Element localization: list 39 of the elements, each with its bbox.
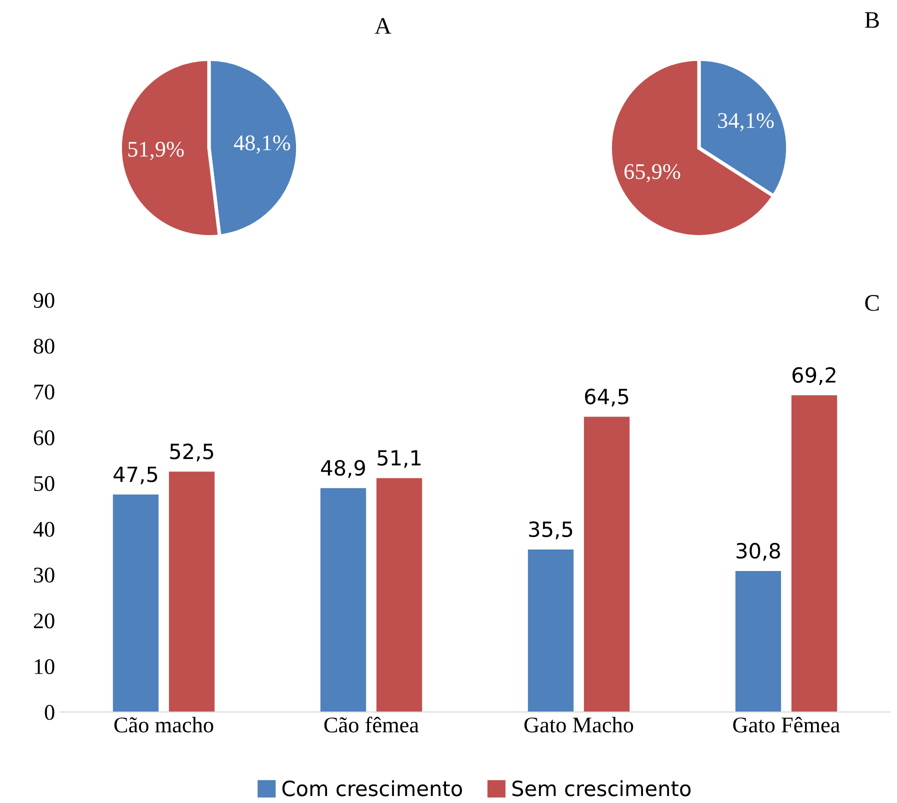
- y-tick-label: 50: [34, 476, 54, 492]
- data-label: 51,1: [378, 450, 421, 468]
- y-tick-label: 90: [34, 292, 54, 308]
- bar: [791, 395, 838, 712]
- x-tick-label: Cão fêmea: [324, 716, 419, 732]
- data-label: 48,1%: [234, 135, 290, 154]
- y-tick-label: 0: [44, 704, 54, 720]
- bar: [735, 571, 782, 712]
- y-tick-label: 40: [33, 522, 54, 537]
- x-tick-label: Gato Fêmea: [733, 716, 840, 732]
- y-tick-label: 30: [34, 568, 54, 583]
- bar: [376, 478, 422, 712]
- legend-label: Com crescimento: [282, 780, 462, 796]
- y-tick-label: 60: [34, 430, 54, 446]
- bar: [528, 549, 574, 712]
- chart-title: C: [865, 295, 879, 311]
- data-label: 52,5: [170, 444, 214, 462]
- bar: [584, 416, 630, 712]
- y-tick-label: 70: [34, 384, 54, 400]
- y-tick-label: 10: [34, 659, 54, 674]
- bar: [168, 472, 215, 712]
- text: A: [374, 18, 392, 34]
- bar: [112, 494, 159, 712]
- data-label: 64,5: [585, 388, 628, 406]
- data-label: 30,8: [736, 542, 780, 561]
- data-label: 47,5: [114, 466, 158, 484]
- bar: [320, 488, 366, 712]
- text: B: [864, 12, 879, 28]
- legend-label: Sem crescimento: [512, 780, 691, 796]
- x-tick-label: Cão macho: [114, 716, 214, 732]
- data-label: 48,9: [321, 460, 365, 478]
- data-label: 35,5: [529, 521, 572, 540]
- data-label: 51,9%: [128, 142, 184, 160]
- data-label: 69,2: [792, 367, 836, 385]
- data-label: 65,9%: [624, 164, 680, 182]
- x-tick-label: Gato Macho: [524, 716, 634, 732]
- y-tick-label: 80: [34, 338, 54, 354]
- y-tick-label: 20: [34, 613, 54, 628]
- data-label: 34,1%: [718, 113, 774, 132]
